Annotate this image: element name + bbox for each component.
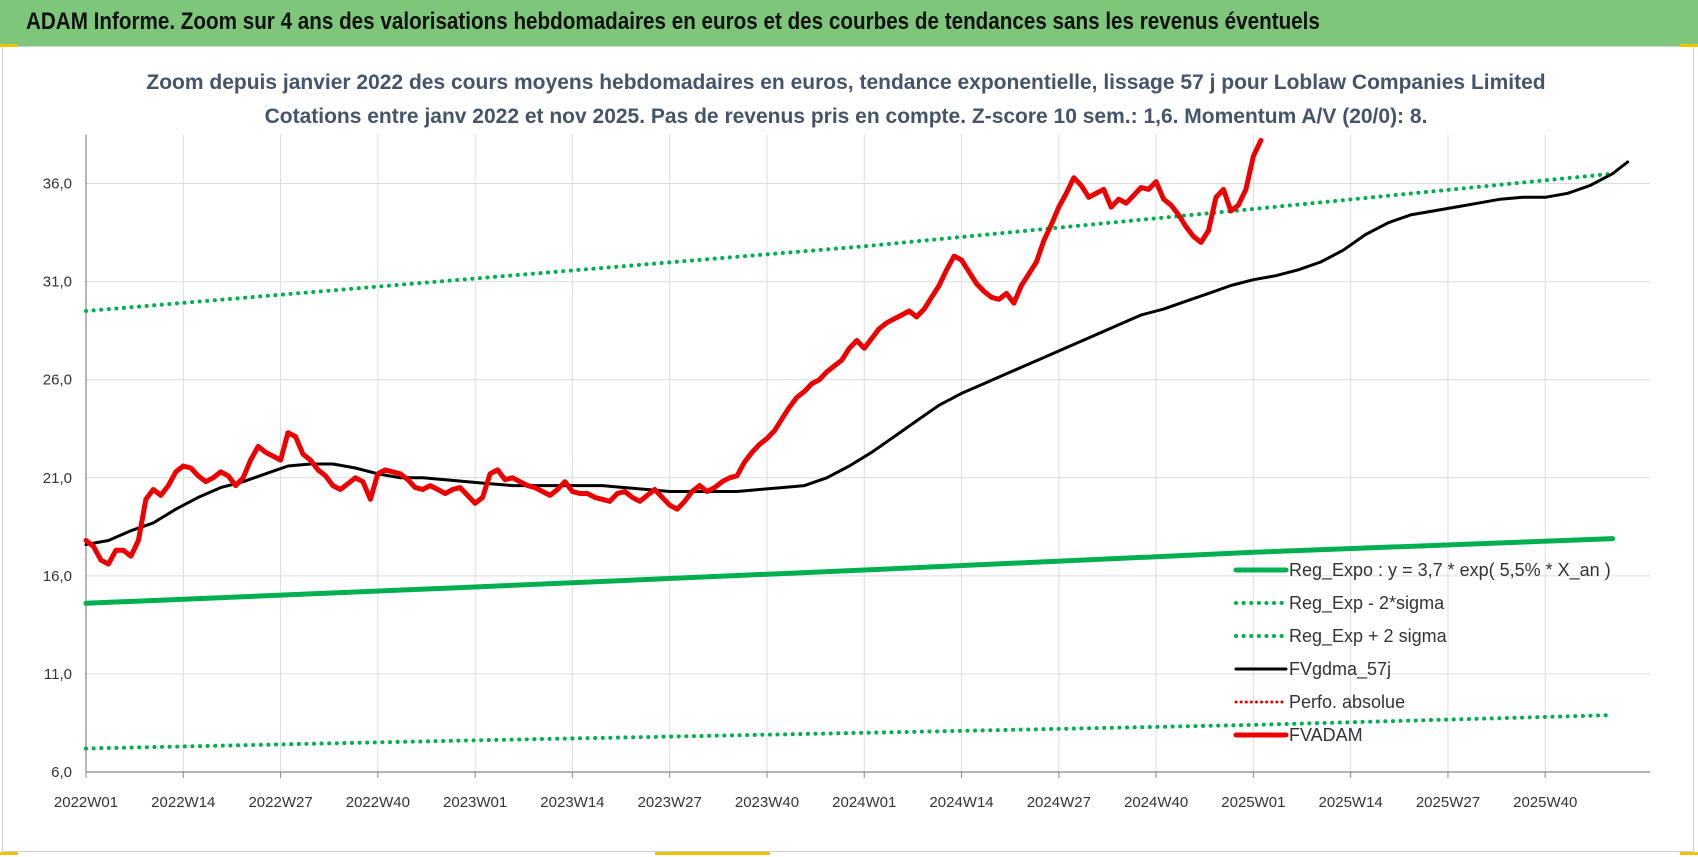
x-tick-label: 2025W27: [1416, 794, 1480, 811]
x-tick-label: 2023W01: [443, 794, 507, 811]
header-band: [0, 0, 1698, 46]
series-line-reg-exp-2-sigma: [84, 713, 1615, 751]
y-tick-label: 16,0: [43, 568, 72, 585]
corner-mark-top-right: [1680, 44, 1698, 47]
page-title: ADAM Informe. Zoom sur 4 ans des valoris…: [26, 8, 1320, 35]
x-tick-label: 2022W14: [151, 794, 215, 811]
axes: 6,0 11,0 16,0 21,0 26,0 31,0 36,0 2022W01 2022W1…: [43, 134, 1650, 811]
x-tick-label: 2024W40: [1124, 794, 1188, 811]
y-tick-label: 31,0: [43, 274, 72, 291]
plot-area: [83, 137, 1630, 751]
series-line-reg-expo-y-3-7-exp-5-5-x-an: [83, 536, 1616, 606]
legend: Reg_Expo : y = 3,7 * exp( 5,5% * X_an ) R…: [1233, 560, 1611, 745]
corner-mark-bottom-center: [655, 852, 770, 855]
y-tick-label: 11,0: [44, 666, 72, 683]
y-tick-label: 21,0: [43, 470, 72, 487]
x-tick-label: 2023W14: [540, 794, 604, 811]
legend-label-reg-exp-2-sigma: Reg_Exp - 2*sigma: [1289, 593, 1445, 614]
x-tick-label: 2025W14: [1319, 794, 1383, 811]
legend-label-perfo-absolue: Perfo. absolue: [1289, 692, 1405, 712]
legend-label-reg-exp-2-sigma: Reg_Exp + 2 sigma: [1289, 626, 1448, 647]
corner-mark-top-left: [0, 44, 18, 47]
corner-mark-bottom-right: [1680, 852, 1698, 855]
x-tick-label: 2024W27: [1027, 794, 1091, 811]
chart-subtitle: Cotations entre janv 2022 et nov 2025. P…: [265, 105, 1428, 128]
series-line-fvadam: [83, 137, 1264, 567]
x-tick-label: 2024W14: [929, 794, 993, 811]
corner-mark-bottom-left: [0, 852, 18, 855]
x-tick-label: 2022W27: [248, 794, 312, 811]
legend-label-fvadam: FVADAM: [1289, 725, 1363, 745]
y-tick-label: 36,0: [43, 176, 72, 193]
x-tick-label: 2023W27: [638, 794, 702, 811]
chart-frame: [2, 46, 1694, 852]
y-tick-label: 26,0: [43, 372, 72, 389]
x-tick-label: 2022W40: [346, 794, 410, 811]
x-tick-label: 2024W01: [832, 794, 896, 811]
x-tick-label: 2025W40: [1513, 794, 1577, 811]
legend-label-reg-expo-y-3-7-exp-5-5-x-an: Reg_Expo : y = 3,7 * exp( 5,5% * X_an ): [1289, 560, 1611, 581]
x-tick-label: 2022W01: [54, 794, 118, 811]
grid: [85, 134, 1650, 773]
legend-label-fvgdma-57j: FVgdma_57j: [1289, 659, 1391, 680]
x-tick-label: 2025W01: [1221, 794, 1285, 811]
x-tick-label: 2023W40: [735, 794, 799, 811]
y-tick-label: 6,0: [51, 764, 72, 781]
series-line-fvgdma-57j: [84, 160, 1630, 546]
chart-title: Zoom depuis janvier 2022 des cours moyen…: [146, 71, 1545, 94]
series-line-reg-exp-2-sigma: [84, 171, 1615, 313]
